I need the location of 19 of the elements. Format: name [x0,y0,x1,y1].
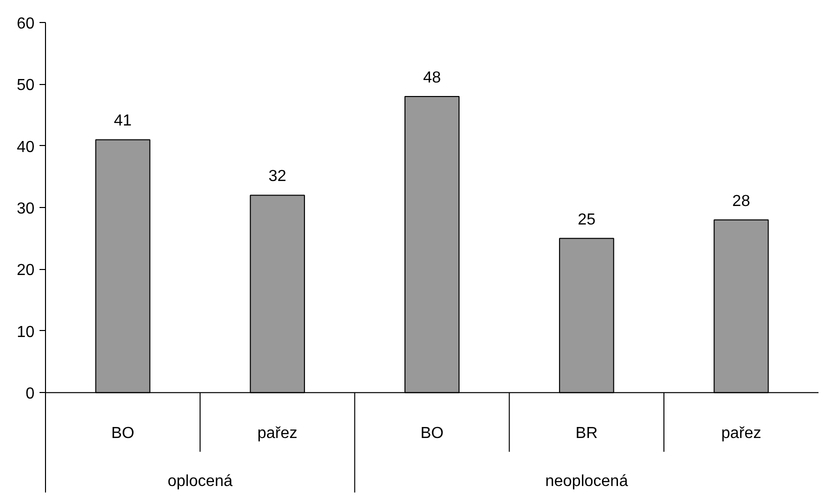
data-label: 25 [578,211,596,228]
data-label: 32 [268,168,286,186]
x-tick-label: pařez [257,424,298,442]
y-tick-label: 60 [16,16,35,32]
x-tick-label: pařez [721,424,762,442]
y-tick-label: 20 [16,262,35,280]
data-label: 48 [423,70,441,87]
y-tick-label: 0 [26,386,35,403]
data-label: 28 [732,192,750,210]
data-label: 41 [114,112,132,130]
x-tick-label: BR [575,424,598,442]
x-tick-label: BO [111,424,134,442]
text: oplocená [168,472,233,490]
y-tick-label: 40 [16,138,35,156]
y-tick-label: 50 [16,77,35,94]
y-tick-label: 30 [16,200,35,218]
text: neoplocená [545,472,628,490]
x-tick-label: BO [420,424,444,442]
y-tick-label: 10 [16,324,35,341]
